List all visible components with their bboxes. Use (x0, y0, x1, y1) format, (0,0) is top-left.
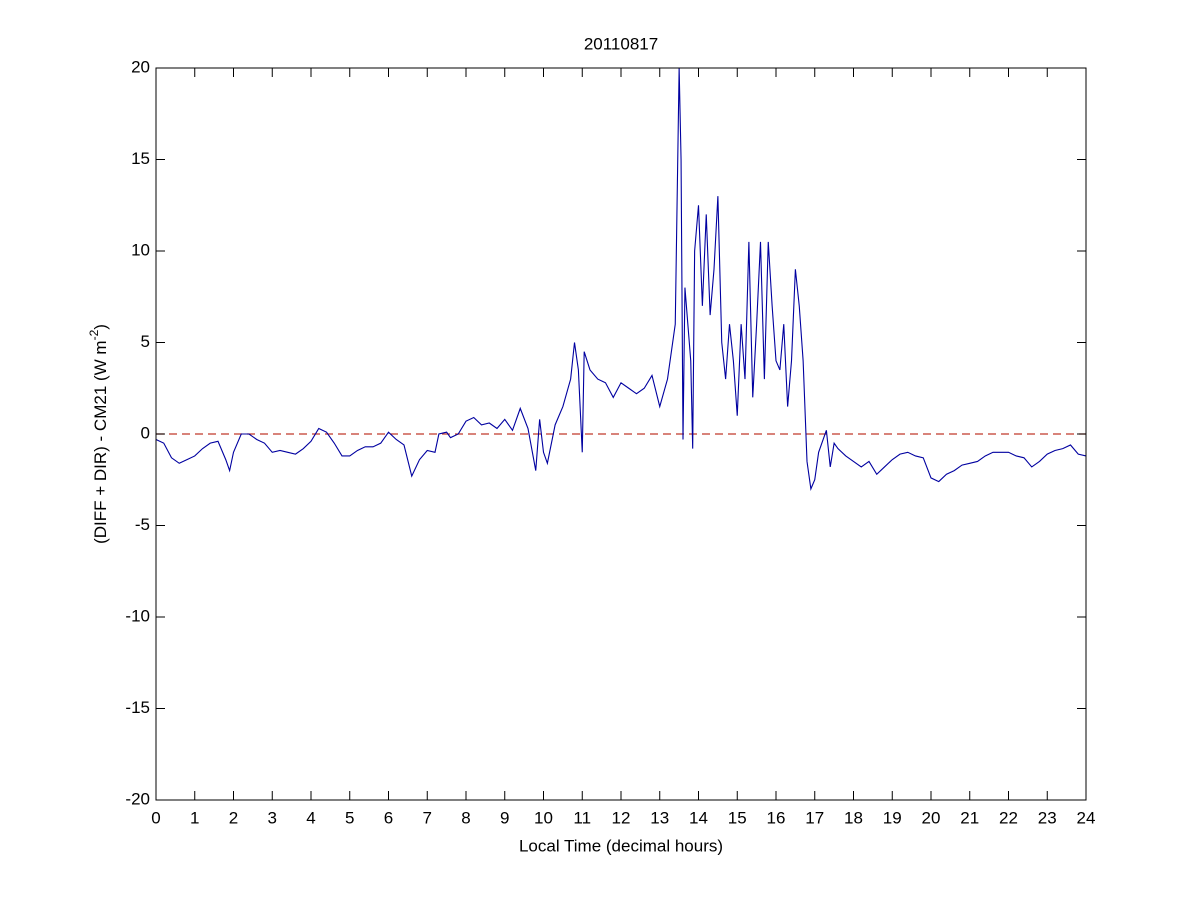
x-tick-label: 10 (534, 808, 553, 827)
x-tick-label: 15 (728, 808, 747, 827)
x-axis-label: Local Time (decimal hours) (519, 836, 723, 855)
x-tick-label: 18 (844, 808, 863, 827)
y-tick-label: -15 (125, 698, 150, 717)
x-tick-label: 17 (805, 808, 824, 827)
y-tick-label: 5 (141, 332, 150, 351)
x-tick-label: 7 (423, 808, 432, 827)
y-axis-label-suffix: ) (91, 324, 110, 330)
x-tick-label: 5 (345, 808, 354, 827)
y-axis-label-text: (DIFF + DIR) - CM21 (W m (91, 340, 110, 544)
x-tick-label: 20 (922, 808, 941, 827)
x-tick-label: 13 (650, 808, 669, 827)
x-tick-label: 19 (883, 808, 902, 827)
y-axis-label: (DIFF + DIR) - CM21 (W m-2) (87, 324, 110, 544)
x-tick-label: 1 (190, 808, 199, 827)
x-tick-label: 2 (229, 808, 238, 827)
x-tick-label: 16 (767, 808, 786, 827)
x-tick-label: 8 (461, 808, 470, 827)
x-tick-label: 0 (151, 808, 160, 827)
y-tick-label: -20 (125, 789, 150, 808)
x-tick-label: 14 (689, 808, 708, 827)
x-tick-label: 21 (960, 808, 979, 827)
y-tick-label: 15 (131, 149, 150, 168)
x-tick-label: 12 (612, 808, 631, 827)
y-axis-label-sup: -2 (87, 329, 101, 340)
x-tick-label: 11 (573, 808, 591, 827)
x-tick-label: 9 (500, 808, 509, 827)
x-tick-label: 22 (999, 808, 1018, 827)
x-tick-label: 23 (1038, 808, 1057, 827)
y-tick-label: 0 (141, 423, 150, 442)
x-tick-label: 4 (306, 808, 315, 827)
y-tick-label: -5 (135, 515, 150, 534)
x-tick-label: 6 (384, 808, 393, 827)
x-tick-label: 24 (1077, 808, 1096, 827)
y-tick-label: 10 (131, 240, 150, 259)
y-tick-label: 20 (131, 57, 150, 76)
y-tick-label: -10 (125, 606, 150, 625)
x-tick-label: 3 (268, 808, 277, 827)
chart-title: 20110817 (584, 34, 658, 53)
